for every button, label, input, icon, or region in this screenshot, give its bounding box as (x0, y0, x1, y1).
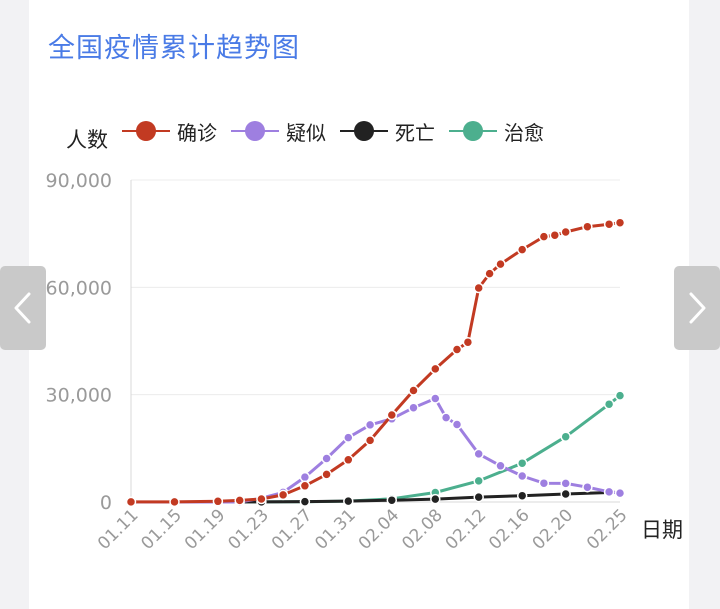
data-point (603, 218, 615, 230)
data-point (614, 487, 626, 499)
previous-chart-button[interactable] (0, 266, 46, 350)
series-疑似 (125, 393, 626, 508)
data-point (364, 435, 376, 446)
data-point (343, 432, 354, 443)
data-point (430, 393, 441, 404)
data-point (473, 491, 484, 503)
data-point (603, 398, 615, 410)
legend-label-confirmed: 确诊 (177, 120, 217, 145)
x-tick-label: 01.27 (268, 505, 317, 554)
page-title: 全国疫情累计趋势图 (48, 33, 300, 64)
legend-label-recovered: 治愈 (504, 120, 544, 145)
data-point (473, 448, 484, 460)
y-tick-label: 60,000 (46, 277, 112, 299)
data-point (343, 454, 354, 466)
data-point (495, 460, 506, 472)
y-tick-label: 30,000 (46, 385, 112, 407)
chart-card (29, 0, 689, 609)
data-point (343, 495, 354, 507)
data-point (462, 336, 474, 348)
data-point (538, 231, 550, 242)
data-point (549, 229, 561, 241)
data-point (299, 471, 311, 483)
data-point (614, 390, 626, 401)
chevron-left-icon (14, 292, 31, 324)
x-tick-label: 02.04 (355, 505, 404, 554)
legend-label-suspected: 疑似 (286, 120, 326, 145)
data-point (516, 457, 528, 469)
x-axis-title: 日期 (641, 518, 683, 542)
chevron-right-icon (689, 292, 706, 324)
chart-legend: 确诊 疑似 死亡 治愈 (122, 116, 558, 146)
data-point (256, 493, 267, 505)
data-point (614, 217, 626, 228)
data-point (125, 496, 137, 508)
data-point (386, 494, 398, 506)
data-point (364, 419, 376, 431)
legend-item-confirmed[interactable]: 确诊 (122, 117, 217, 146)
data-point (386, 409, 398, 421)
data-point (440, 412, 452, 423)
data-point (408, 402, 419, 413)
data-point (299, 496, 311, 507)
data-point (212, 496, 224, 507)
x-tick-label: 02.25 (583, 505, 632, 554)
data-point (516, 490, 528, 501)
series-死亡 (125, 487, 626, 508)
x-tick-label: 02.16 (485, 505, 534, 554)
x-tick-label: 02.12 (442, 505, 491, 554)
data-point (582, 221, 593, 232)
legend-swatch-confirmed (122, 119, 170, 143)
x-tick-label: 02.08 (398, 505, 447, 554)
data-point (560, 488, 571, 500)
data-point (299, 480, 311, 492)
legend-item-deaths[interactable]: 死亡 (340, 117, 435, 146)
x-tick-label: 01.23 (224, 505, 273, 554)
x-tick-label: 01.31 (311, 505, 360, 554)
y-tick-label: 0 (100, 492, 112, 514)
data-point (560, 478, 571, 489)
data-point (484, 268, 495, 279)
x-tick-label: 02.20 (529, 505, 578, 554)
data-point (430, 363, 441, 375)
data-point (408, 385, 419, 396)
data-point (473, 475, 484, 487)
data-point (321, 453, 332, 464)
data-point (560, 226, 571, 238)
data-point (538, 477, 550, 489)
data-point (321, 469, 332, 480)
legend-swatch-recovered (449, 119, 497, 143)
legend-swatch-suspected (231, 119, 279, 143)
y-tick-label: 90,000 (46, 170, 112, 192)
series-line (129, 221, 622, 504)
data-point (560, 431, 571, 442)
legend-swatch-deaths (340, 119, 388, 143)
data-point (451, 344, 463, 355)
data-point (473, 282, 484, 294)
data-point (430, 493, 441, 505)
data-point (169, 496, 180, 508)
legend-item-suspected[interactable]: 疑似 (231, 117, 326, 146)
data-point (516, 244, 528, 255)
legend-item-recovered[interactable]: 治愈 (449, 117, 544, 146)
next-chart-button[interactable] (674, 266, 720, 350)
x-tick-label: 01.19 (181, 505, 230, 554)
data-point (451, 419, 463, 430)
data-point (234, 495, 245, 506)
series-确诊 (125, 217, 626, 508)
data-point (603, 486, 615, 498)
data-point (277, 489, 289, 501)
data-point (582, 481, 593, 493)
data-point (495, 258, 506, 270)
x-tick-label: 01.15 (137, 505, 186, 554)
series-治愈 (125, 390, 626, 508)
data-point (516, 470, 528, 482)
y-axis-title: 人数 (66, 128, 108, 152)
legend-label-deaths: 死亡 (395, 120, 435, 145)
